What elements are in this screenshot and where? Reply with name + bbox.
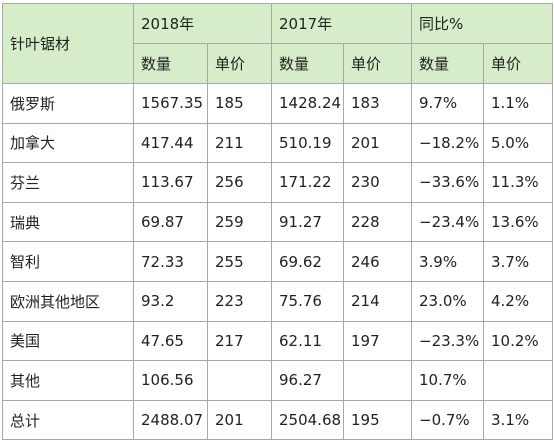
table-cell: [207, 360, 272, 401]
table-cell: 201: [343, 122, 412, 164]
table-row: 俄罗斯 1567.35 185 1428.24 183 9.7% 1.1%: [2, 83, 554, 124]
table-cell: 10.2%: [482, 320, 554, 362]
table-cell: 75.76: [271, 280, 344, 322]
row-label: 俄罗斯: [2, 83, 134, 124]
table-cell: 1567.35: [133, 83, 208, 124]
table-row: 加拿大 417.44 211 510.19 201 −18.2% 5.0%: [2, 122, 554, 164]
table-row: 总计 2488.07 201 2504.68 195 −0.7% 3.1%: [2, 399, 554, 441]
table-cell: −18.2%: [411, 122, 484, 164]
table-cell: 2488.07: [133, 399, 208, 441]
lumber-import-table: 针叶锯材 2018年 2017年 同比% 数量 单价 数量 单价 数量 单价 俄…: [2, 3, 554, 441]
table-cell: 171.22: [271, 162, 344, 203]
table-cell: 228: [343, 201, 412, 243]
header-group-yoy: 同比%: [410, 3, 554, 44]
table-cell: 1.1%: [482, 83, 554, 124]
table-cell: 72.33: [133, 241, 208, 282]
table-cell: 214: [343, 280, 412, 322]
table-cell: 13.6%: [482, 201, 554, 243]
table-cell: 47.65: [133, 320, 208, 362]
table-cell: 195: [343, 399, 412, 441]
table-row: 其他 106.56 96.27 10.7%: [2, 360, 554, 401]
table-cell: 3.7%: [482, 241, 554, 282]
table-cell: 69.87: [133, 201, 208, 243]
table-cell: 510.19: [271, 122, 344, 164]
table-cell: −23.3%: [411, 320, 484, 362]
table-row: 美国 47.65 217 62.11 197 −23.3% 10.2%: [2, 320, 554, 362]
table-cell: 185: [207, 83, 272, 124]
table-cell: 4.2%: [482, 280, 554, 322]
table-cell: 93.2: [133, 280, 208, 322]
table-cell: 113.67: [133, 162, 208, 203]
table-cell: 256: [207, 162, 272, 203]
table-row: 瑞典 69.87 259 91.27 228 −23.4% 13.6%: [2, 201, 554, 243]
header-sub: 单价: [482, 43, 554, 84]
table-cell: 62.11: [271, 320, 344, 362]
header-row-sub: 数量 单价 数量 单价 数量 单价: [3, 43, 554, 84]
header-row-groups: 针叶锯材 2018年 2017年 同比%: [2, 3, 554, 84]
table-cell: −33.6%: [411, 162, 484, 203]
table-cell: 1428.24: [271, 83, 344, 124]
table-cell: 10.7%: [411, 360, 484, 401]
table-cell: 11.3%: [482, 162, 554, 203]
table-cell: 217: [207, 320, 272, 362]
table-cell: 106.56: [133, 360, 208, 401]
row-label: 其他: [2, 360, 134, 401]
table-cell: 246: [343, 241, 412, 282]
header-first-col: 针叶锯材: [2, 3, 134, 84]
table-cell: −23.4%: [411, 201, 484, 243]
table-cell: 183: [343, 83, 412, 124]
table-cell: 5.0%: [482, 122, 554, 164]
table-cell: 2504.68: [271, 399, 344, 441]
table-cell: 201: [207, 399, 272, 441]
row-label: 美国: [2, 320, 134, 362]
header-sub: 单价: [343, 43, 412, 84]
table-cell: 417.44: [133, 122, 208, 164]
table-cell: 3.9%: [411, 241, 484, 282]
table-cell: 230: [343, 162, 412, 203]
table-cell: 223: [207, 280, 272, 322]
header-sub: 数量: [411, 43, 484, 84]
table-cell: 96.27: [271, 360, 344, 401]
table-cell: [482, 360, 554, 401]
table-cell: 211: [207, 122, 272, 164]
header-sub: 单价: [207, 43, 272, 84]
table-cell: 9.7%: [411, 83, 484, 124]
table-cell: [343, 360, 412, 401]
table-cell: 255: [207, 241, 272, 282]
row-label: 芬兰: [2, 162, 134, 203]
table-cell: 23.0%: [411, 280, 484, 322]
table-row: 欧洲其他地区 93.2 223 75.76 214 23.0% 4.2%: [2, 280, 554, 322]
table-cell: 91.27: [271, 201, 344, 243]
header-sub: 数量: [271, 43, 344, 84]
row-label: 智利: [2, 241, 134, 282]
table-cell: 259: [207, 201, 272, 243]
row-label: 欧洲其他地区: [2, 280, 134, 322]
table-body: 俄罗斯 1567.35 185 1428.24 183 9.7% 1.1% 加拿大 417.44…: [2, 83, 554, 441]
header-sub: 数量: [133, 43, 208, 84]
header-group-2017: 2017年: [271, 3, 412, 44]
table-cell: −0.7%: [411, 399, 484, 441]
row-label: 瑞典: [2, 201, 134, 243]
table-cell: 3.1%: [482, 399, 554, 441]
table-cell: 197: [343, 320, 412, 362]
table-row: 智利 72.33 255 69.62 246 3.9% 3.7%: [2, 241, 554, 282]
header-group-2018: 2018年: [133, 3, 272, 44]
row-label: 加拿大: [2, 122, 134, 164]
table-cell: 69.62: [271, 241, 344, 282]
table-row: 芬兰 113.67 256 171.22 230 −33.6% 11.3%: [2, 162, 554, 203]
row-label: 总计: [2, 399, 134, 441]
